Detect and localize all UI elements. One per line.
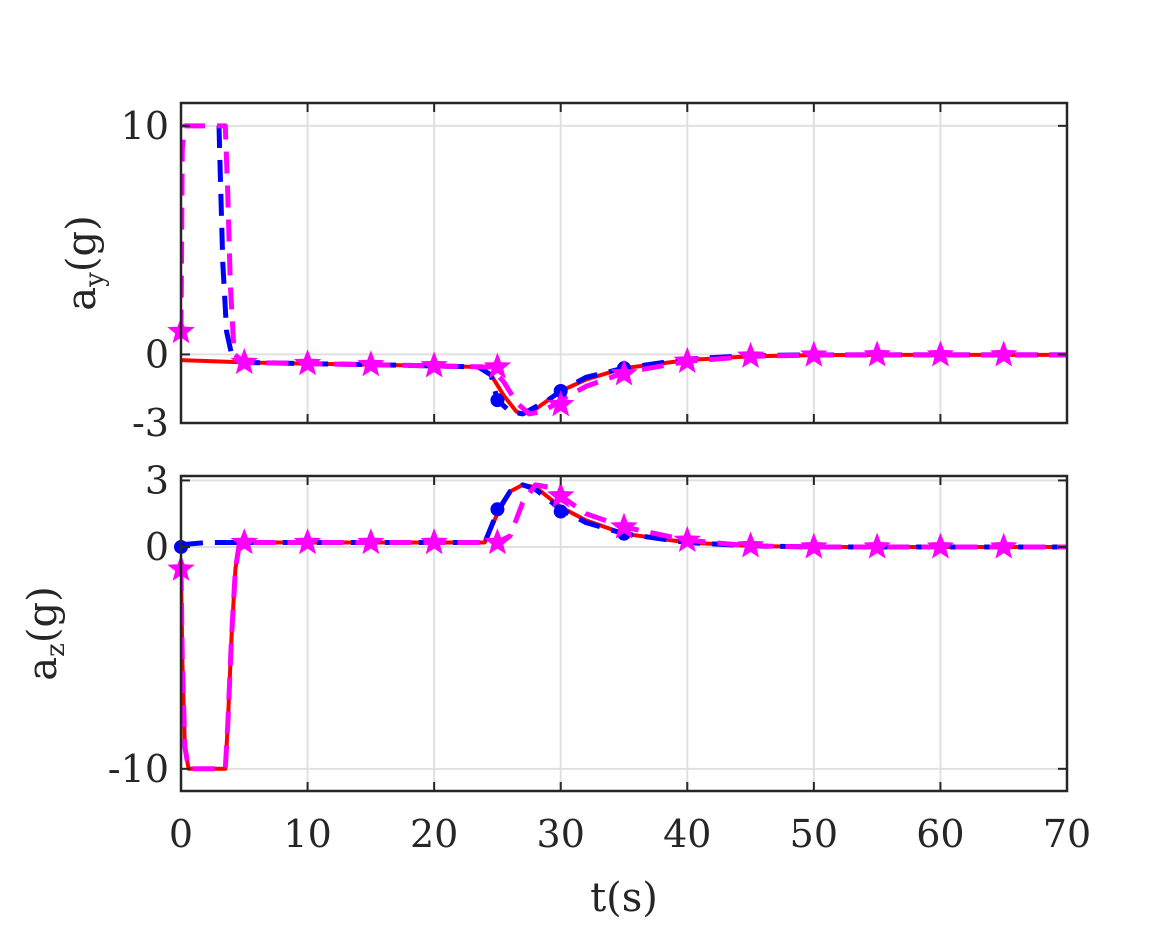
x-tick-label: 40 (663, 812, 711, 856)
y-tick-label: -10 (108, 747, 169, 791)
star-marker (547, 390, 575, 417)
y-label-unit: (g) (59, 215, 105, 272)
y-label-sub: y (80, 272, 110, 288)
star-marker (357, 528, 385, 555)
y-label-sub: z (41, 643, 71, 657)
star-marker (420, 528, 448, 555)
star-marker (736, 341, 765, 368)
star-marker (293, 528, 322, 555)
star-marker (483, 528, 512, 555)
star-marker (420, 351, 448, 378)
star-marker (673, 346, 701, 373)
star-marker (673, 525, 701, 552)
circle-marker (490, 393, 505, 408)
ay-panel: -3 0 10 ay(g) (59, 101, 1069, 445)
star-marker (230, 347, 258, 375)
y-tick-label: 3 (145, 458, 169, 502)
x-tick-label: 10 (283, 812, 331, 856)
y-tick-label: 0 (145, 525, 169, 569)
y-tick-label: 10 (121, 104, 169, 148)
axes-box (179, 474, 1069, 793)
x-tick-label: 60 (916, 812, 964, 856)
star-marker (800, 532, 828, 559)
x-axis-label: t(s) (590, 875, 658, 921)
x-tick-label: 0 (169, 812, 193, 856)
star-marker (926, 532, 955, 559)
star-marker (610, 512, 638, 539)
y-label-main: a (20, 657, 66, 681)
x-tick-label: 50 (790, 812, 838, 856)
star-marker (800, 340, 828, 367)
y-tick-label: -3 (132, 401, 169, 445)
y-axis-label: ay(g) (59, 215, 110, 310)
x-tick-label: 30 (537, 812, 585, 856)
star-marker (230, 528, 258, 555)
star-marker (547, 481, 575, 508)
series-line-star (181, 123, 1067, 417)
star-marker (293, 349, 322, 376)
circle-marker (490, 502, 505, 517)
star-marker (863, 340, 891, 367)
y-label-unit: (g) (20, 586, 66, 643)
x-tick-label: 20 (410, 812, 458, 856)
circle-marker (553, 504, 568, 519)
y-tick-label: 0 (145, 332, 169, 376)
star-marker (736, 531, 765, 558)
y-axis-label: az(g) (20, 586, 71, 680)
star-marker (926, 340, 955, 367)
star-marker (483, 352, 512, 379)
y-label-main: a (59, 287, 105, 311)
star-marker (990, 340, 1018, 367)
plot-area (181, 123, 1067, 417)
star-marker (863, 532, 891, 559)
star-marker (610, 359, 638, 386)
x-tick-label: 70 (1043, 812, 1091, 856)
star-marker (357, 350, 385, 377)
star-marker (990, 532, 1018, 559)
axes-box (179, 101, 1069, 425)
